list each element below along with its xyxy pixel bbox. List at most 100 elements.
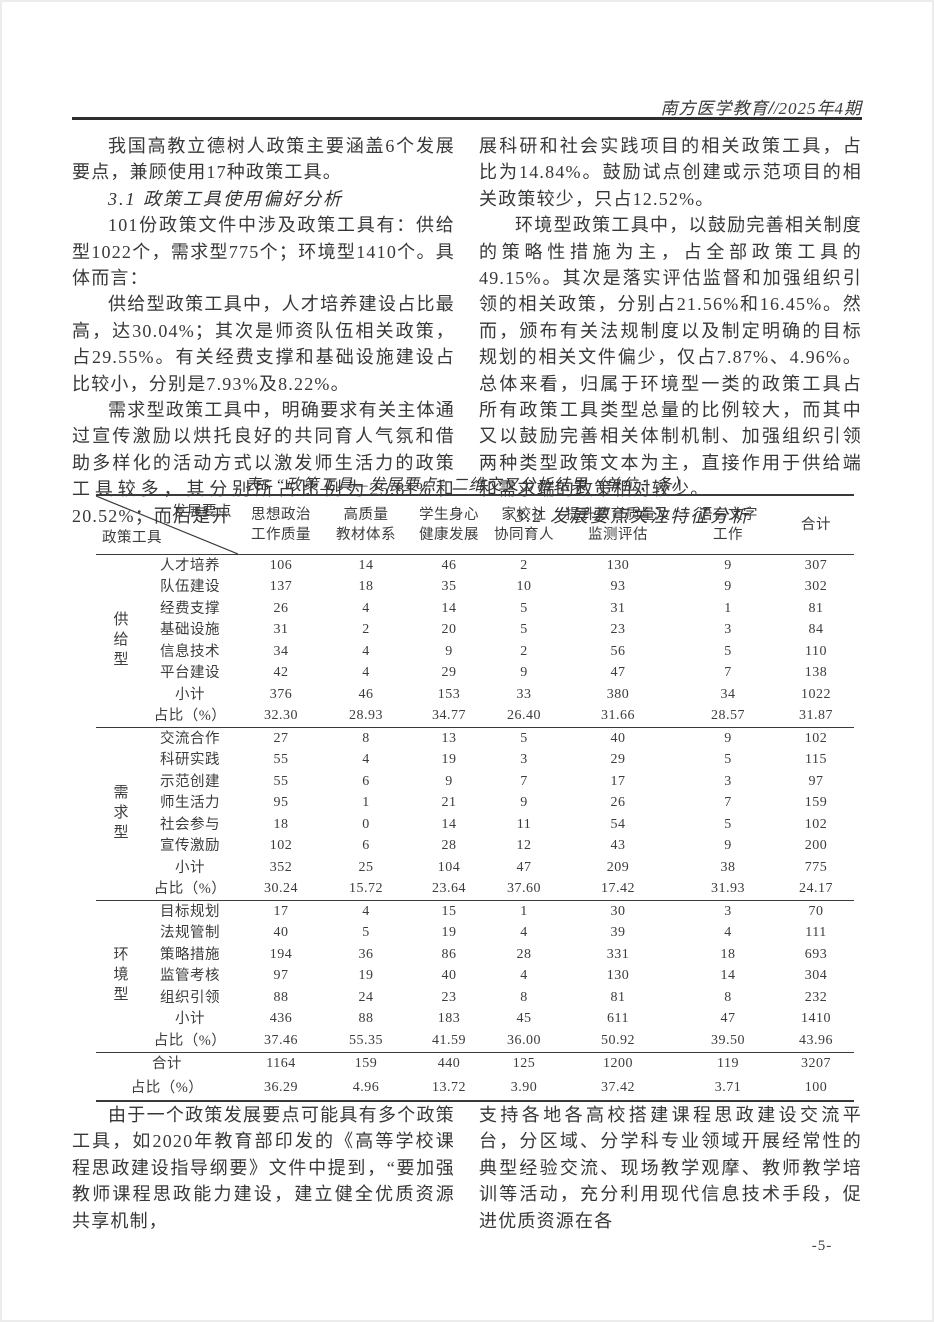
table-cell: 9 [445, 643, 453, 659]
bottom-right-column: 支持各地各高校搭建课程思政建设交流平台，分区域、分学科专业领域开展经常性的典型经… [479, 1102, 862, 1234]
table-cell: 39.50 [678, 1030, 778, 1053]
table-cell: 55 [273, 773, 289, 789]
table-cell: 106 [269, 557, 293, 573]
table-row: 队伍建设 137 18 35 10 93 9 302 [96, 577, 854, 599]
table-cell: 3 [724, 622, 732, 638]
table-cell: 104 [437, 859, 461, 875]
table-cell: 11 [516, 816, 532, 832]
table-cell: 1410 [801, 1011, 831, 1027]
table-cell: 88 [358, 1011, 374, 1027]
table-cell: 37.42 [558, 1076, 678, 1102]
header-rule [72, 117, 862, 120]
table-cell: 81 [808, 600, 824, 616]
table-cell: 30.24 [238, 878, 324, 901]
table-cell: 46 [358, 686, 374, 702]
table-cell: 4 [724, 925, 732, 941]
table-cell: 13 [441, 730, 457, 746]
table-cell: 27 [273, 730, 289, 746]
table-cell: 34 [720, 686, 736, 702]
paragraph: 支持各地各高校搭建课程思政建设交流平台，分区域、分学科专业领域开展经常性的典型经… [479, 1105, 862, 1231]
table-cell: 137 [269, 579, 293, 595]
table-row: 需求型 交流合作 27 8 13 5 40 9 102 [96, 727, 854, 901]
table-cell: 55 [273, 752, 289, 768]
row-label: 社会参与 [160, 816, 220, 833]
table-cell: 9 [445, 773, 453, 789]
table-cell: 4 [520, 968, 528, 984]
table-cell: 46 [441, 557, 457, 573]
table-cell: 31 [273, 622, 289, 638]
table-cell: 31.93 [678, 878, 778, 901]
table-cell: 10 [516, 579, 532, 595]
table-cell: 34 [273, 643, 289, 659]
table-cell: 5 [724, 643, 732, 659]
paragraph: 101份政策文件中涉及政策工具有：供给型1022个，需求型775个；环境型141… [72, 215, 455, 289]
table-cell: 97 [273, 968, 289, 984]
table-cell: 3 [520, 752, 528, 768]
section-label: 供给型 [96, 554, 142, 728]
row-label: 基础设施 [160, 622, 220, 639]
table-row: 环境型 目标规划 17 4 15 1 30 3 70 [96, 900, 854, 1053]
table-row: 科研实践 55 4 19 3 29 5 115 [96, 750, 854, 772]
table-cell: 3 [724, 903, 732, 919]
table-cell: 7 [724, 665, 732, 681]
journal-title: 南方医学教育 [660, 99, 769, 118]
table-cell: 775 [804, 859, 828, 875]
table-cell: 14 [720, 968, 736, 984]
header-bold-slash: / [768, 98, 774, 119]
table-cell: 7 [520, 773, 528, 789]
table-row: 监管考核 97 19 40 4 130 14 304 [96, 966, 854, 988]
section-heading-3-1: 3.1 政策工具使用偏好分析 [108, 188, 343, 209]
table-cell: 183 [437, 1011, 461, 1027]
table-cell: 1 [520, 903, 528, 919]
table-cell: 31.66 [558, 705, 678, 728]
table-cell: 8 [362, 730, 370, 746]
table-cell: 119 [717, 1056, 739, 1072]
column-header: 语言文字 工作 [678, 494, 778, 555]
table-title: 表5 “政策工具—发展要点” 二维交叉分析结果（单位：条） [244, 477, 690, 494]
row-label: 小计 [175, 1011, 205, 1028]
row-label: 人才培养 [160, 557, 220, 574]
table-cell: 102 [804, 816, 828, 832]
table-cell: 56 [610, 643, 626, 659]
table-cell: 29 [610, 752, 626, 768]
table-cell: 8 [520, 989, 528, 1005]
section-label: 需求型 [96, 727, 142, 901]
table-cell: 380 [606, 686, 630, 702]
table-cell: 302 [804, 579, 828, 595]
table-cell: 5 [520, 600, 528, 616]
row-label: 小计 [175, 686, 205, 703]
table-cell: 1022 [801, 686, 831, 702]
table-cell: 159 [354, 1056, 378, 1072]
table-cell: 4 [362, 600, 370, 616]
row-label: 合计 [152, 1056, 182, 1073]
table-cell: 33 [516, 686, 532, 702]
table-cell: 47 [516, 859, 532, 875]
table-cell: 26 [273, 600, 289, 616]
table-cell: 111 [805, 925, 827, 941]
table-cell: 352 [269, 859, 293, 875]
table-cell: 4 [362, 752, 370, 768]
table-cell: 9 [724, 579, 732, 595]
table-cell: 4 [520, 925, 528, 941]
row-label: 法规管制 [160, 925, 220, 942]
paragraph: 我国高教立德树人政策主要涵盖6个发展要点，兼顾使用17种政策工具。 [72, 136, 455, 183]
table-cell: 200 [804, 838, 828, 854]
paragraph: 环境型政策工具中，以鼓励完善相关制度的策略性措施为主，占全部政策工具的49.15… [479, 215, 862, 500]
table-cell: 18 [358, 579, 374, 595]
table-cell: 97 [808, 773, 824, 789]
table-cell: 40 [610, 730, 626, 746]
table-cell: 40 [273, 925, 289, 941]
table-cell: 611 [607, 1011, 629, 1027]
row-label: 小计 [175, 859, 205, 876]
table-cell: 8 [724, 989, 732, 1005]
column-header: 家校社 协同育人 [490, 494, 558, 555]
table-cell: 440 [437, 1056, 461, 1072]
table-cell: 55.35 [324, 1030, 408, 1053]
row-label: 目标规划 [160, 903, 220, 920]
table-cell: 47 [720, 1011, 736, 1027]
table-row: 占比（%） 30.24 15.72 23.64 37.60 17.42 31.93 24.17 [96, 878, 854, 901]
row-label: 占比（%） [96, 1076, 238, 1102]
table-cell: 3.90 [490, 1076, 558, 1102]
table-cell: 54 [610, 816, 626, 832]
row-label: 师生活力 [160, 795, 220, 812]
